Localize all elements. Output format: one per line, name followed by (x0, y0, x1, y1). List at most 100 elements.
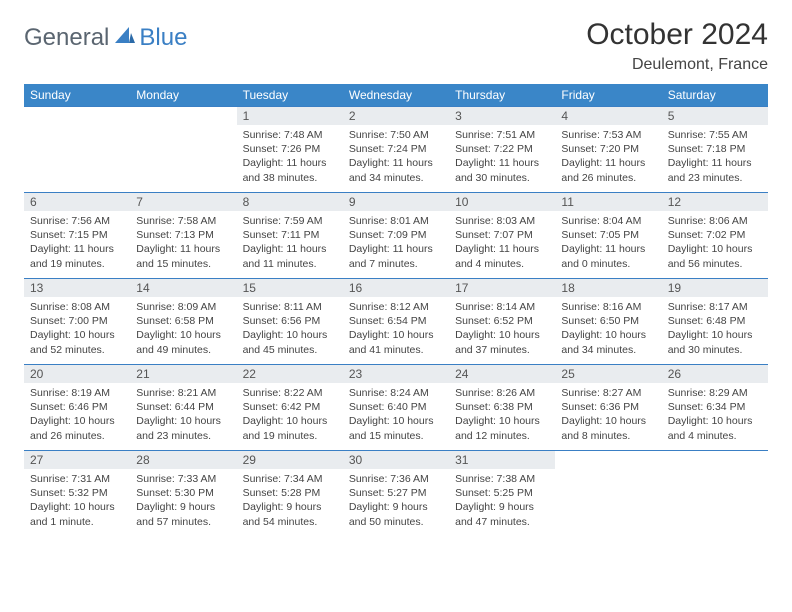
calendar-week-row: 13Sunrise: 8:08 AMSunset: 7:00 PMDayligh… (24, 278, 768, 364)
calendar-day-cell: 9Sunrise: 8:01 AMSunset: 7:09 PMDaylight… (343, 192, 449, 278)
calendar-day-cell: 20Sunrise: 8:19 AMSunset: 6:46 PMDayligh… (24, 364, 130, 450)
calendar-day-cell: 7Sunrise: 7:58 AMSunset: 7:13 PMDaylight… (130, 192, 236, 278)
day-number: 13 (24, 278, 130, 297)
day-details: Sunrise: 7:58 AMSunset: 7:13 PMDaylight:… (130, 211, 236, 275)
day-details: Sunrise: 7:59 AMSunset: 7:11 PMDaylight:… (237, 211, 343, 275)
day-number: 2 (343, 106, 449, 125)
calendar-day-cell: 2Sunrise: 7:50 AMSunset: 7:24 PMDaylight… (343, 106, 449, 192)
calendar-day-cell: 23Sunrise: 8:24 AMSunset: 6:40 PMDayligh… (343, 364, 449, 450)
calendar-week-row: 20Sunrise: 8:19 AMSunset: 6:46 PMDayligh… (24, 364, 768, 450)
day-details: Sunrise: 8:19 AMSunset: 6:46 PMDaylight:… (24, 383, 130, 447)
day-details: Sunrise: 7:31 AMSunset: 5:32 PMDaylight:… (24, 469, 130, 533)
calendar-day-cell: 25Sunrise: 8:27 AMSunset: 6:36 PMDayligh… (555, 364, 661, 450)
calendar-day-cell: 18Sunrise: 8:16 AMSunset: 6:50 PMDayligh… (555, 278, 661, 364)
day-details: Sunrise: 8:11 AMSunset: 6:56 PMDaylight:… (237, 297, 343, 361)
calendar-week-row: 6Sunrise: 7:56 AMSunset: 7:15 PMDaylight… (24, 192, 768, 278)
day-number: 11 (555, 192, 661, 211)
calendar-day-cell: 19Sunrise: 8:17 AMSunset: 6:48 PMDayligh… (662, 278, 768, 364)
calendar-weekday-header: SundayMondayTuesdayWednesdayThursdayFrid… (24, 84, 768, 106)
calendar-day-cell: 24Sunrise: 8:26 AMSunset: 6:38 PMDayligh… (449, 364, 555, 450)
day-number: 21 (130, 364, 236, 383)
weekday-header: Wednesday (343, 84, 449, 106)
day-number: 4 (555, 106, 661, 125)
day-details: Sunrise: 8:16 AMSunset: 6:50 PMDaylight:… (555, 297, 661, 361)
calendar-day-cell: 28Sunrise: 7:33 AMSunset: 5:30 PMDayligh… (130, 450, 236, 536)
day-details: Sunrise: 8:04 AMSunset: 7:05 PMDaylight:… (555, 211, 661, 275)
calendar-empty-cell (24, 106, 130, 192)
day-details: Sunrise: 7:50 AMSunset: 7:24 PMDaylight:… (343, 125, 449, 189)
day-details: Sunrise: 8:14 AMSunset: 6:52 PMDaylight:… (449, 297, 555, 361)
day-details: Sunrise: 8:09 AMSunset: 6:58 PMDaylight:… (130, 297, 236, 361)
brand-part1: General (24, 24, 109, 52)
weekday-header: Friday (555, 84, 661, 106)
day-number: 19 (662, 278, 768, 297)
page-header: General Blue October 2024 Deulemont, Fra… (24, 18, 768, 74)
sail-icon (113, 24, 135, 52)
day-details: Sunrise: 7:38 AMSunset: 5:25 PMDaylight:… (449, 469, 555, 533)
day-details: Sunrise: 7:34 AMSunset: 5:28 PMDaylight:… (237, 469, 343, 533)
day-number: 18 (555, 278, 661, 297)
day-number: 20 (24, 364, 130, 383)
calendar-day-cell: 26Sunrise: 8:29 AMSunset: 6:34 PMDayligh… (662, 364, 768, 450)
day-details: Sunrise: 7:48 AMSunset: 7:26 PMDaylight:… (237, 125, 343, 189)
day-number: 29 (237, 450, 343, 469)
location-subtitle: Deulemont, France (586, 56, 768, 74)
day-details: Sunrise: 8:01 AMSunset: 7:09 PMDaylight:… (343, 211, 449, 275)
day-number: 7 (130, 192, 236, 211)
weekday-header: Tuesday (237, 84, 343, 106)
weekday-header: Sunday (24, 84, 130, 106)
day-details: Sunrise: 8:24 AMSunset: 6:40 PMDaylight:… (343, 383, 449, 447)
calendar-day-cell: 21Sunrise: 8:21 AMSunset: 6:44 PMDayligh… (130, 364, 236, 450)
day-details: Sunrise: 8:17 AMSunset: 6:48 PMDaylight:… (662, 297, 768, 361)
day-details: Sunrise: 7:36 AMSunset: 5:27 PMDaylight:… (343, 469, 449, 533)
day-number: 30 (343, 450, 449, 469)
calendar-empty-cell (555, 450, 661, 536)
day-details: Sunrise: 7:53 AMSunset: 7:20 PMDaylight:… (555, 125, 661, 189)
day-number: 14 (130, 278, 236, 297)
day-number: 15 (237, 278, 343, 297)
day-number: 24 (449, 364, 555, 383)
calendar-day-cell: 10Sunrise: 8:03 AMSunset: 7:07 PMDayligh… (449, 192, 555, 278)
calendar-day-cell: 6Sunrise: 7:56 AMSunset: 7:15 PMDaylight… (24, 192, 130, 278)
calendar-day-cell: 3Sunrise: 7:51 AMSunset: 7:22 PMDaylight… (449, 106, 555, 192)
day-details: Sunrise: 8:06 AMSunset: 7:02 PMDaylight:… (662, 211, 768, 275)
day-number: 23 (343, 364, 449, 383)
day-number: 8 (237, 192, 343, 211)
weekday-header: Saturday (662, 84, 768, 106)
calendar-empty-cell (662, 450, 768, 536)
day-details: Sunrise: 8:03 AMSunset: 7:07 PMDaylight:… (449, 211, 555, 275)
day-details: Sunrise: 8:26 AMSunset: 6:38 PMDaylight:… (449, 383, 555, 447)
day-number: 31 (449, 450, 555, 469)
calendar-day-cell: 29Sunrise: 7:34 AMSunset: 5:28 PMDayligh… (237, 450, 343, 536)
day-details: Sunrise: 7:56 AMSunset: 7:15 PMDaylight:… (24, 211, 130, 275)
day-details: Sunrise: 8:12 AMSunset: 6:54 PMDaylight:… (343, 297, 449, 361)
day-details: Sunrise: 8:21 AMSunset: 6:44 PMDaylight:… (130, 383, 236, 447)
brand-part2: Blue (139, 24, 187, 52)
day-number: 5 (662, 106, 768, 125)
day-details: Sunrise: 8:22 AMSunset: 6:42 PMDaylight:… (237, 383, 343, 447)
day-number: 16 (343, 278, 449, 297)
calendar-day-cell: 4Sunrise: 7:53 AMSunset: 7:20 PMDaylight… (555, 106, 661, 192)
calendar-day-cell: 12Sunrise: 8:06 AMSunset: 7:02 PMDayligh… (662, 192, 768, 278)
calendar-week-row: 27Sunrise: 7:31 AMSunset: 5:32 PMDayligh… (24, 450, 768, 536)
calendar-day-cell: 30Sunrise: 7:36 AMSunset: 5:27 PMDayligh… (343, 450, 449, 536)
day-number: 12 (662, 192, 768, 211)
calendar-day-cell: 1Sunrise: 7:48 AMSunset: 7:26 PMDaylight… (237, 106, 343, 192)
day-number: 6 (24, 192, 130, 211)
weekday-header: Monday (130, 84, 236, 106)
weekday-header: Thursday (449, 84, 555, 106)
day-number: 22 (237, 364, 343, 383)
calendar-day-cell: 5Sunrise: 7:55 AMSunset: 7:18 PMDaylight… (662, 106, 768, 192)
calendar-week-row: 1Sunrise: 7:48 AMSunset: 7:26 PMDaylight… (24, 106, 768, 192)
calendar-day-cell: 17Sunrise: 8:14 AMSunset: 6:52 PMDayligh… (449, 278, 555, 364)
calendar-body: 1Sunrise: 7:48 AMSunset: 7:26 PMDaylight… (24, 106, 768, 536)
calendar-day-cell: 11Sunrise: 8:04 AMSunset: 7:05 PMDayligh… (555, 192, 661, 278)
calendar-table: SundayMondayTuesdayWednesdayThursdayFrid… (24, 84, 768, 536)
day-details: Sunrise: 7:33 AMSunset: 5:30 PMDaylight:… (130, 469, 236, 533)
day-number: 27 (24, 450, 130, 469)
month-title: October 2024 (586, 18, 768, 52)
calendar-day-cell: 31Sunrise: 7:38 AMSunset: 5:25 PMDayligh… (449, 450, 555, 536)
calendar-day-cell: 22Sunrise: 8:22 AMSunset: 6:42 PMDayligh… (237, 364, 343, 450)
day-details: Sunrise: 8:29 AMSunset: 6:34 PMDaylight:… (662, 383, 768, 447)
day-number: 17 (449, 278, 555, 297)
